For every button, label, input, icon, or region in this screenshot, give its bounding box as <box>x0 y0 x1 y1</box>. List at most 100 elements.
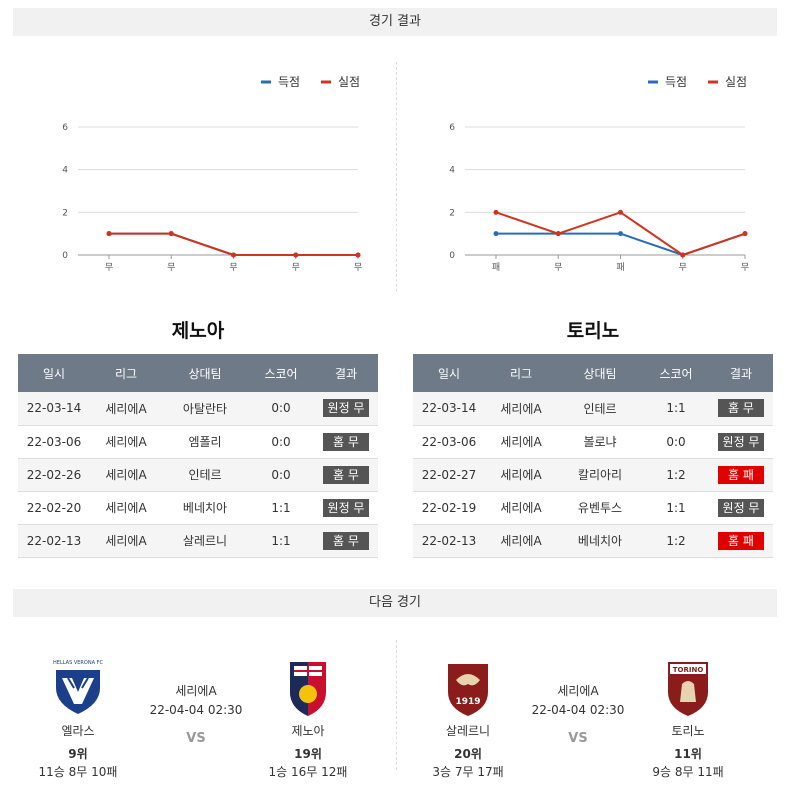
x-tick-label: 무 <box>679 262 687 273</box>
table-row: 22-03-14 세리에A 인테르 1:1 홈 무 <box>413 392 773 426</box>
table-cell-date: 22-03-14 <box>18 392 90 426</box>
legend-label: 득점 <box>278 75 300 89</box>
match2-away-record: 9승 8무 11패 <box>652 765 724 779</box>
left-header-cell: 결과 <box>314 354 378 392</box>
data-point <box>618 209 623 215</box>
table-row: 22-02-13 세리에A 베네치아 1:2 홈 패 <box>413 524 773 558</box>
table-cell-score: 1:2 <box>643 524 709 558</box>
match1-away-rank: 19위 <box>294 747 322 761</box>
table-cell-score: 1:1 <box>643 392 709 426</box>
table-cell-result: 원정 무 <box>314 392 378 426</box>
legend-label: 실점 <box>725 75 747 89</box>
match1-away-record: 1승 16무 12패 <box>268 765 348 779</box>
data-point <box>231 252 236 258</box>
table-cell-opponent: 엠폴리 <box>162 425 248 459</box>
match2-datetime: 22-04-04 02:30 <box>531 703 625 717</box>
table-cell-opponent: 아탈란타 <box>162 392 248 426</box>
table-cell-score: 1:1 <box>643 491 709 525</box>
table-cell-result: 홈 패 <box>709 458 773 492</box>
right-header-row: 일시 리그 상대팀 스코어 결과 <box>413 354 773 392</box>
table-cell-date: 22-03-14 <box>413 392 485 426</box>
result-badge: 홈 무 <box>323 465 369 484</box>
x-tick-label: 무 <box>292 262 300 273</box>
svg-text:TORINO: TORINO <box>673 666 704 674</box>
table-row: 22-02-27 세리에A 칼리아리 1:2 홈 패 <box>413 458 773 492</box>
table-cell-date: 22-02-13 <box>18 524 90 558</box>
table-cell-result: 홈 무 <box>314 458 378 492</box>
match2-home-name: 살레르니 <box>445 724 491 738</box>
table-cell-opponent: 인테르 <box>557 392 643 426</box>
result-badge: 홈 무 <box>718 399 764 418</box>
next-match-1: HELLAS VERONA FC 엘라스 9위 11승 8무 10패 세리에A … <box>8 640 388 779</box>
left-team-title: 제노아 <box>171 320 225 342</box>
next-match-divider <box>396 640 397 770</box>
table-cell-date: 22-03-06 <box>413 425 485 459</box>
table-cell-league: 세리에A <box>485 491 557 525</box>
table-cell-opponent: 베네치아 <box>162 491 248 525</box>
svg-text:1919: 1919 <box>455 697 480 707</box>
table-cell-opponent: 살레르니 <box>162 524 248 558</box>
table-cell-opponent: 베네치아 <box>557 524 643 558</box>
x-tick-label: 무 <box>741 262 749 273</box>
match2-away-name: 토리노 <box>671 724 705 738</box>
table-cell-league: 세리에A <box>485 458 557 492</box>
chart-divider <box>396 62 397 292</box>
table-cell-league: 세리에A <box>90 458 162 492</box>
next-match-section-title: 다음 경기 <box>13 589 777 617</box>
x-tick-label: 무 <box>167 262 175 273</box>
genoa-logo-icon <box>290 662 326 716</box>
right-header-cell: 상대팀 <box>557 354 643 392</box>
table-cell-opponent: 인테르 <box>162 458 248 492</box>
x-tick-label: 패 <box>616 262 624 273</box>
left-header-row: 일시 리그 상대팀 스코어 결과 <box>18 354 378 392</box>
table-cell-result: 원정 무 <box>314 491 378 525</box>
table-cell-league: 세리에A <box>90 425 162 459</box>
data-point <box>680 252 686 258</box>
match1-home-record: 11승 8무 10패 <box>38 765 118 779</box>
match1-datetime: 22-04-04 02:30 <box>149 703 243 717</box>
table-cell-date: 22-02-13 <box>413 524 485 558</box>
table-row: 22-02-13 세리에A 살레르니 1:1 홈 무 <box>18 524 378 558</box>
table-cell-result: 원정 무 <box>709 491 773 525</box>
match2-home-record: 3승 7무 17패 <box>432 765 504 779</box>
table-cell-date: 22-02-27 <box>413 458 485 492</box>
table-cell-league: 세리에A <box>90 392 162 426</box>
table-cell-league: 세리에A <box>485 392 557 426</box>
table-cell-result: 원정 무 <box>709 425 773 459</box>
y-tick-label: 4 <box>449 166 455 176</box>
right-header-cell: 리그 <box>485 354 557 392</box>
right-header-cell: 결과 <box>709 354 773 392</box>
data-point <box>742 231 748 237</box>
table-cell-opponent: 볼로냐 <box>557 425 643 459</box>
y-tick-label: 0 <box>449 251 455 261</box>
data-point <box>355 252 361 258</box>
data-point <box>555 231 561 237</box>
result-badge: 원정 무 <box>718 432 764 451</box>
table-row: 22-03-06 세리에A 볼로냐 0:0 원정 무 <box>413 425 773 459</box>
left-header-cell: 스코어 <box>248 354 314 392</box>
data-point <box>493 209 499 215</box>
match2-league: 세리에A <box>557 684 599 698</box>
match1-vs: VS <box>186 731 206 746</box>
y-tick-label: 6 <box>449 123 455 133</box>
x-tick-label: 무 <box>105 262 113 273</box>
table-cell-score: 1:1 <box>248 524 314 558</box>
data-point <box>293 252 299 258</box>
table-cell-score: 1:1 <box>248 491 314 525</box>
match2-home-rank: 20위 <box>454 747 482 761</box>
match2-vs: VS <box>568 731 588 746</box>
right-team-title: 토리노 <box>566 320 620 342</box>
result-badge: 홈 패 <box>718 531 764 550</box>
series-line-1 <box>109 232 358 256</box>
match2-home-team: 1919 살레르니 20위 3승 7무 17패 <box>413 640 523 780</box>
match2-away-rank: 11위 <box>674 747 702 761</box>
data-point <box>106 231 112 237</box>
table-cell-league: 세리에A <box>485 524 557 558</box>
result-badge: 원정 무 <box>323 498 369 517</box>
table-cell-score: 0:0 <box>248 425 314 459</box>
data-point <box>168 231 174 237</box>
left-team-chart: 득점 실점 0 2 4 6 무 무 무 무 무 <box>62 75 362 273</box>
table-row: 22-02-26 세리에A 인테르 0:0 홈 무 <box>18 458 378 492</box>
table-cell-date: 22-02-19 <box>413 491 485 525</box>
result-badge: 홈 무 <box>323 432 369 451</box>
